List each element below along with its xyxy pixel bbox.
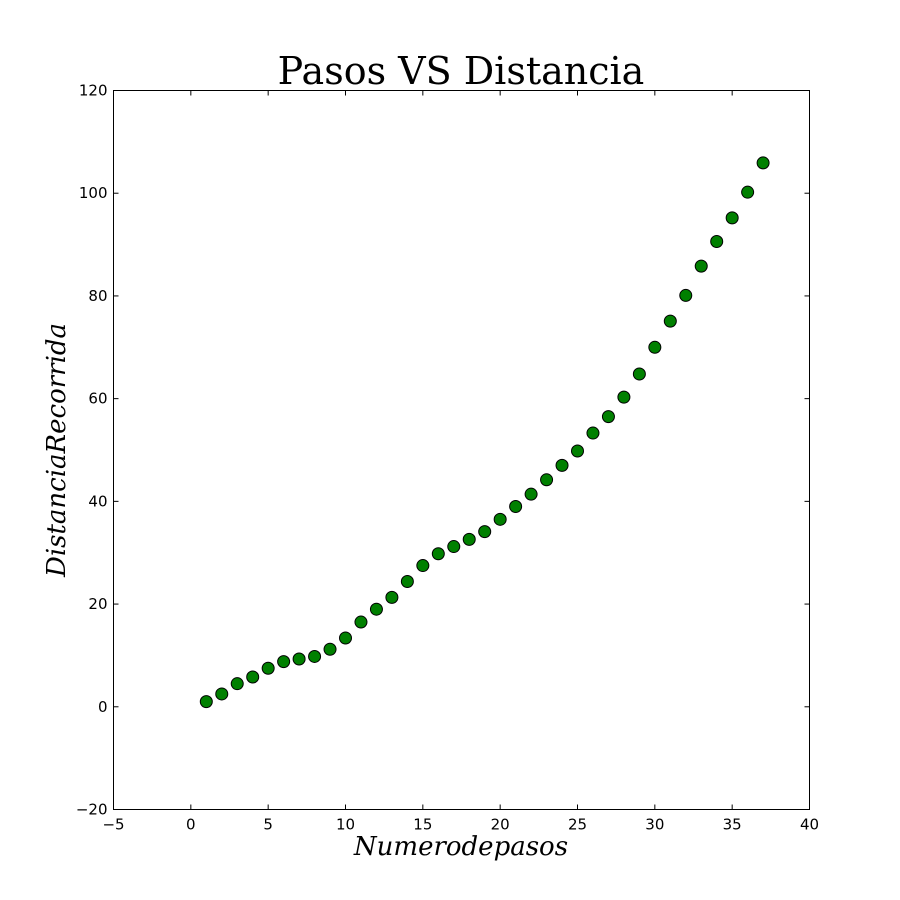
x-tick-label: 5 [263,816,273,834]
data-point [710,234,724,248]
data-point [323,642,337,656]
x-tick-label: 15 [413,816,432,834]
data-point [601,410,615,424]
data-point [261,661,275,675]
y-tick-label: 20 [88,595,107,613]
data-point [246,670,260,684]
data-point [400,574,414,588]
y-tick-label: −20 [76,801,108,819]
data-point [308,649,322,663]
data-point [663,314,677,328]
x-tick-label: 0 [186,816,196,834]
data-point [292,652,306,666]
data-point [215,687,229,701]
y-tick-label: 0 [98,698,108,716]
data-point [431,547,445,561]
data-point [277,655,291,669]
x-tick-label: 35 [723,816,742,834]
y-axis-label: DistanciaRecorrida [42,323,72,578]
x-axis-label: Numerodepasos [353,832,568,862]
data-point [493,512,507,526]
data-point [354,615,368,629]
y-tick-label: 80 [88,287,107,305]
data-points [199,156,770,709]
data-point [447,540,461,554]
data-point [679,288,693,302]
data-point [462,532,476,546]
x-tick-label: 40 [800,816,819,834]
data-point [478,525,492,539]
data-point [385,590,399,604]
x-tick-label: −5 [102,816,124,834]
y-tick-label: 40 [88,492,107,510]
plot-frame [113,90,810,810]
x-tick-label: 10 [336,816,355,834]
data-point [230,677,244,691]
data-point [617,390,631,404]
y-tick-label: 120 [79,82,108,100]
data-point [648,340,662,354]
data-point [540,473,554,487]
data-point [369,602,383,616]
data-point [416,559,430,573]
data-point [524,487,538,501]
x-tick-label: 30 [645,816,664,834]
x-tick-label: 25 [568,816,587,834]
data-point [756,156,770,170]
data-point [555,458,569,472]
x-axis: −5 0 5 10 15 20 25 30 35 40 [102,90,819,834]
x-tick-label: 20 [491,816,510,834]
y-tick-label: 100 [79,184,108,202]
data-point [632,367,646,381]
data-point [586,426,600,440]
data-point [339,631,352,645]
chart-title: Pasos VS Distancia [278,49,645,93]
plot-area [113,90,810,810]
data-point [509,499,523,513]
y-tick-label: 60 [88,390,107,408]
data-point [199,695,213,709]
data-point [694,259,708,273]
data-point [571,444,584,458]
y-axis: −20 0 20 40 60 80 100 120 [76,82,810,819]
data-point [741,185,755,199]
data-point [725,211,739,225]
